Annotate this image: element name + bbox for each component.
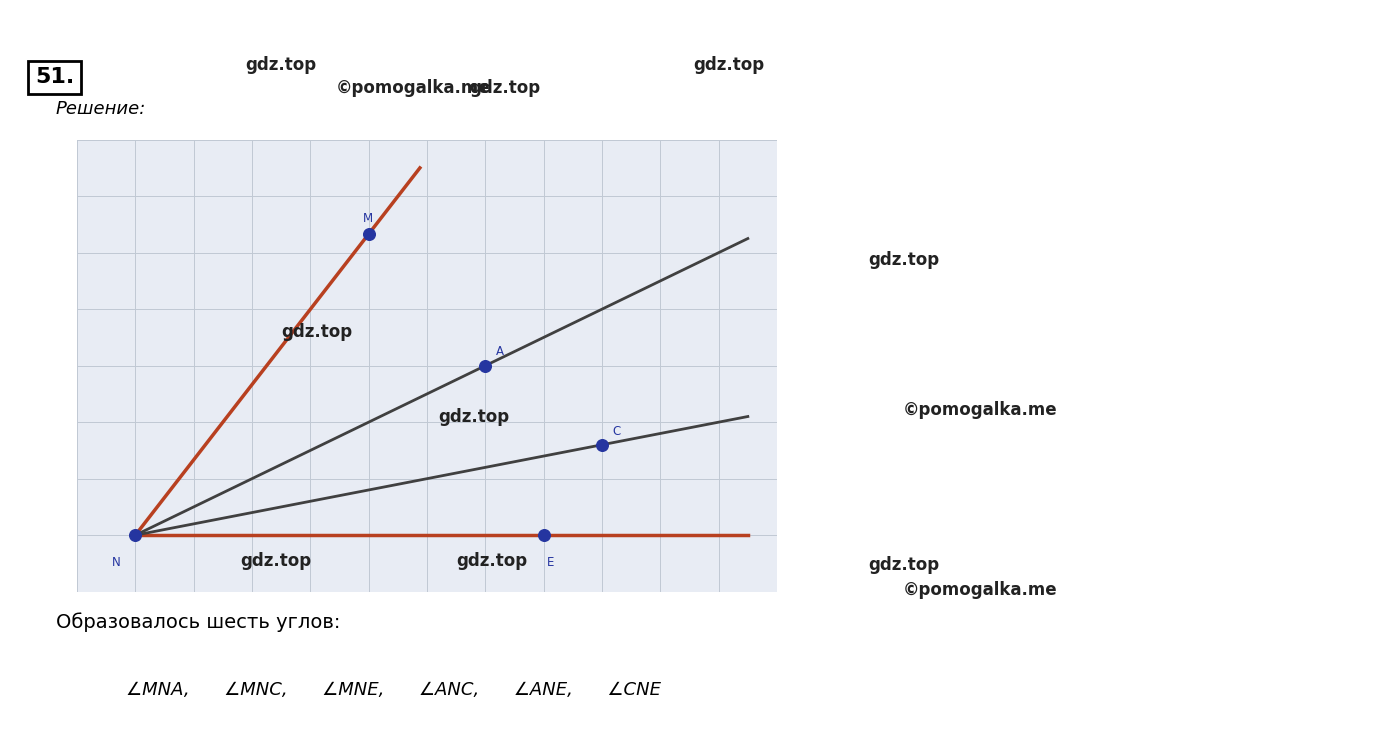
Text: ∠MNA,      ∠MNC,      ∠MNE,      ∠ANC,      ∠ANE,      ∠CNE: ∠MNA, ∠MNC, ∠MNE, ∠ANC, ∠ANE, ∠CNE <box>126 681 661 698</box>
Text: A: A <box>496 345 504 359</box>
Text: gdz.top: gdz.top <box>456 552 528 570</box>
Text: gdz.top: gdz.top <box>868 556 939 573</box>
Text: 51.: 51. <box>35 67 74 87</box>
Text: E: E <box>546 556 554 569</box>
Text: gdz.top: gdz.top <box>245 56 316 74</box>
Text: N: N <box>112 556 120 569</box>
Text: ©pomogalka.me: ©pomogalka.me <box>336 79 490 97</box>
Point <box>591 439 613 451</box>
Text: C: C <box>613 425 620 437</box>
Text: gdz.top: gdz.top <box>868 251 939 268</box>
Point <box>125 529 147 541</box>
Text: gdz.top: gdz.top <box>469 79 540 97</box>
Point <box>475 360 497 372</box>
Text: ©pomogalka.me: ©pomogalka.me <box>903 581 1057 599</box>
Text: gdz.top: gdz.top <box>693 56 764 74</box>
Text: Решение:: Решение: <box>56 100 147 118</box>
Point <box>532 529 554 541</box>
Text: gdz.top: gdz.top <box>438 408 510 426</box>
Text: gdz.top: gdz.top <box>281 323 353 342</box>
Point <box>357 228 379 240</box>
Text: M: M <box>363 212 372 225</box>
Text: ©pomogalka.me: ©pomogalka.me <box>903 401 1057 419</box>
Text: Образовалось шесть углов:: Образовалось шесть углов: <box>56 613 340 632</box>
Text: gdz.top: gdz.top <box>241 552 311 570</box>
